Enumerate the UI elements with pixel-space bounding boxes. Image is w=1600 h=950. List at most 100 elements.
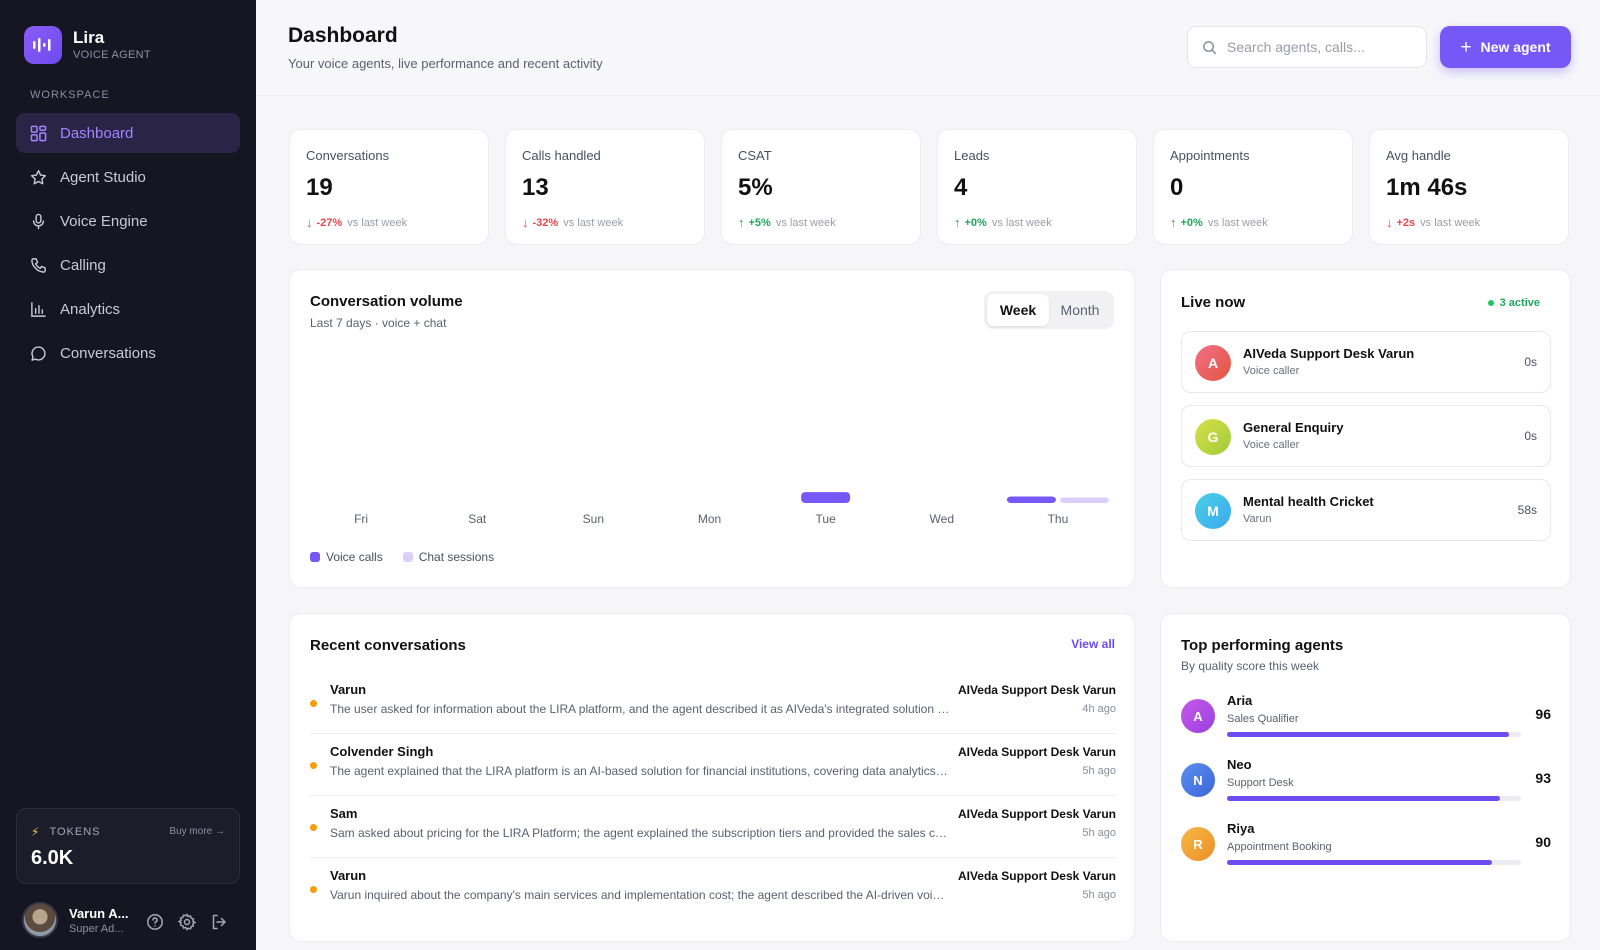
agent-row[interactable]: A Aria Sales Qualifier 96 (1181, 693, 1551, 749)
sidebar-item-analytics[interactable]: Analytics (16, 289, 240, 329)
stat-card-calls-handled: Calls handled 13 ↓ -32% vs last week (505, 129, 705, 245)
sidebar-item-label: Voice Engine (60, 212, 148, 230)
bar-voice-calls-tue[interactable] (801, 492, 851, 503)
live-call-duration: 0s (1524, 429, 1537, 443)
stat-delta: ↑ +0% vs last week (1170, 215, 1268, 230)
stat-delta: ↓ -27% vs last week (306, 215, 407, 230)
brand[interactable]: Lira VOICE AGENT (24, 26, 151, 64)
live-call-item[interactable]: M Mental health Cricket Varun 58s (1181, 479, 1551, 541)
score-bar (1227, 732, 1521, 737)
recent-conversations-card: Recent conversations View all Varun The … (289, 613, 1135, 942)
search-box[interactable] (1187, 26, 1427, 68)
x-tick-label: Sun (583, 512, 604, 526)
brand-subtitle: VOICE AGENT (73, 48, 151, 61)
gear-icon[interactable] (178, 913, 196, 931)
x-tick-label: Sat (468, 512, 487, 526)
card-title: Top performing agents (1181, 637, 1344, 654)
bar-voice-calls-thu[interactable] (1006, 496, 1056, 503)
chart-legend: Voice calls Chat sessions (310, 550, 514, 564)
stat-delta: ↓ -32% vs last week (522, 215, 623, 230)
score-bar-fill (1227, 796, 1501, 801)
live-call-item[interactable]: A AIVeda Support Desk Varun Voice caller… (1181, 331, 1551, 393)
sidebar-item-conversations[interactable]: Conversations (16, 333, 240, 373)
card-title: Live now (1181, 294, 1246, 311)
card-subtitle: By quality score this week (1181, 659, 1320, 673)
stat-value: 0 (1170, 174, 1184, 201)
stat-delta-caption: vs last week (991, 216, 1052, 229)
sidebar-item-calling[interactable]: Calling (16, 245, 240, 285)
conversation-time: 5h ago (1082, 889, 1116, 901)
live-call-duration: 58s (1517, 503, 1537, 517)
help-icon[interactable] (146, 913, 164, 931)
sidebar-item-label: Agent Studio (60, 168, 146, 186)
avatar: R (1181, 827, 1215, 861)
stat-delta-value: -32% (532, 216, 559, 229)
stat-delta-caption: vs last week (563, 216, 624, 229)
conversation-row[interactable]: Sam Sam asked about pricing for the LIRA… (310, 796, 1116, 858)
conversation-row[interactable]: Colvender Singh The agent explained that… (310, 734, 1116, 796)
toggle-month[interactable]: Month (1060, 302, 1100, 318)
stat-card-csat: CSAT 5% ↑ +5% vs last week (721, 129, 921, 245)
score-bar-fill (1227, 860, 1492, 865)
buy-more-link[interactable]: Buy more → (169, 826, 225, 837)
agent-row[interactable]: N Neo Support Desk 93 (1181, 757, 1551, 813)
workspace-section-label: WORKSPACE (30, 89, 110, 101)
agent-row[interactable]: R Riya Appointment Booking 90 (1181, 821, 1551, 877)
score-bar (1227, 796, 1521, 801)
avatar (22, 902, 58, 938)
stat-value: 5% (738, 174, 773, 201)
stat-delta-value: +0% (964, 216, 987, 229)
user-profile[interactable]: Varun A... Super Ad... (22, 902, 131, 938)
page-subtitle: Your voice agents, live performance and … (288, 56, 603, 71)
stat-value: 1m 46s (1386, 174, 1468, 201)
stat-card-leads: Leads 4 ↑ +0% vs last week (937, 129, 1137, 245)
agent-score: 96 (1535, 706, 1551, 722)
avatar: M (1195, 493, 1231, 529)
sidebar-item-agent-studio[interactable]: Agent Studio (16, 157, 240, 197)
avatar: A (1195, 345, 1231, 381)
stat-label: Appointments (1170, 148, 1250, 163)
bar-chat-sessions-thu[interactable] (1059, 497, 1109, 503)
arrow-down-icon: ↓ (1386, 215, 1393, 230)
stat-delta-caption: vs last week (775, 216, 836, 229)
conversation-row[interactable]: Varun The user asked for information abo… (310, 672, 1116, 734)
live-call-type: Voice caller (1243, 439, 1300, 451)
user-name: Varun A... (69, 905, 129, 921)
conversation-agent: AIVeda Support Desk Varun (957, 745, 1116, 759)
agent-score: 90 (1535, 834, 1551, 850)
sidebar-item-voice-engine[interactable]: Voice Engine (16, 201, 240, 241)
toggle-week[interactable]: Week (987, 294, 1049, 326)
microphone-icon (32, 213, 45, 229)
live-call-item[interactable]: G General Enquiry Voice caller 0s (1181, 405, 1551, 467)
view-all-link[interactable]: View all (1071, 637, 1115, 651)
stat-label: Leads (954, 148, 990, 163)
conversation-agent: AIVeda Support Desk Varun (957, 869, 1116, 883)
stat-value: 19 (306, 174, 333, 201)
star-icon (30, 169, 47, 184)
sidebar-item-label: Conversations (60, 344, 156, 362)
arrow-up-icon: ↑ (954, 215, 961, 230)
stat-card-avg-handle: Avg handle 1m 46s ↓ +2s vs last week (1369, 129, 1569, 245)
logout-icon[interactable] (210, 913, 228, 931)
new-agent-button[interactable]: + New agent (1440, 26, 1571, 68)
stat-delta: ↓ +2s vs last week (1386, 215, 1480, 230)
conversation-row[interactable]: Varun Varun inquired about the company's… (310, 858, 1116, 920)
top-agents-card: Top performing agents By quality score t… (1160, 613, 1571, 942)
conversation-summary: Varun inquired about the company's main … (330, 888, 950, 902)
arrow-up-icon: ↑ (1170, 215, 1177, 230)
conversation-summary: The user asked for information about the… (330, 702, 950, 716)
conversation-time: 5h ago (1082, 827, 1116, 839)
live-call-type: Varun (1243, 513, 1272, 525)
sidebar-item-dashboard[interactable]: Dashboard (16, 113, 240, 153)
legend-swatch (402, 552, 413, 562)
arrow-up-icon: ↑ (738, 215, 745, 230)
stat-card-conversations: Conversations 19 ↓ -27% vs last week (289, 129, 489, 245)
avatar: A (1181, 699, 1215, 733)
x-tick-label: Fri (354, 512, 368, 526)
search-input[interactable] (1227, 39, 1417, 55)
lightning-icon: ⚡ (31, 825, 41, 839)
user-actions (146, 913, 242, 931)
chat-bubble-icon (31, 345, 46, 361)
agent-name: Riya (1227, 821, 1255, 836)
stat-label: CSAT (738, 148, 772, 163)
